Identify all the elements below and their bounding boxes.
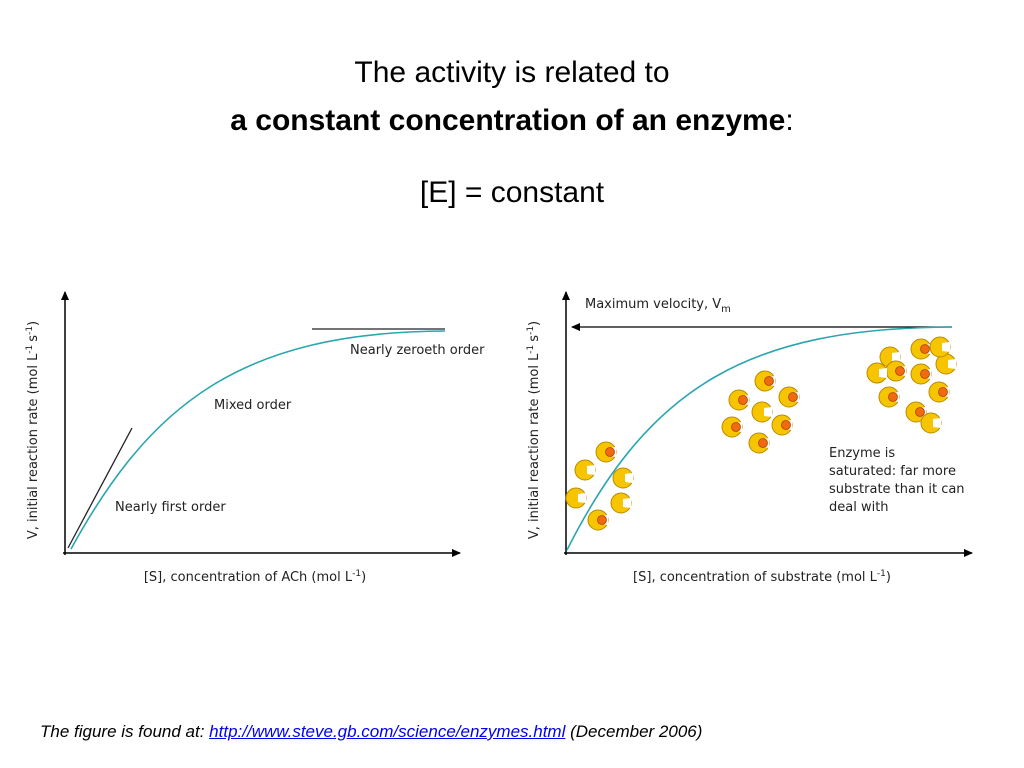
enzyme-part [933, 418, 941, 428]
equation: [E] = constant [419, 176, 605, 209]
enzyme-part [578, 493, 586, 503]
enzyme-part [920, 344, 930, 354]
enzyme-part [781, 420, 791, 430]
label-part: ) [886, 570, 891, 585]
curve [70, 330, 446, 550]
footer-link[interactable]: http://www.steve.gb.com/science/enzymes.… [209, 722, 566, 741]
label-part: ) [26, 321, 41, 326]
annotation: Nearly first order [115, 500, 226, 515]
enzyme-part [915, 407, 925, 417]
enzyme-part [597, 515, 607, 525]
note-line: deal with [829, 500, 889, 515]
enzyme-part [942, 342, 950, 352]
title-line1: The activity is related to [354, 56, 670, 89]
y-axis-label: V, initial reaction rate (mol L-1s-1) [25, 321, 41, 539]
label-part: Maximum velocity, V [585, 297, 721, 312]
title-tail: : [785, 104, 794, 137]
enzyme-part [758, 438, 768, 448]
label-sup: -1 [526, 326, 536, 335]
title-line2: a constant concentration of an enzyme: [0, 104, 1024, 138]
footer-suffix: (December 2006) [570, 722, 703, 741]
enzyme-part [938, 387, 948, 397]
enzyme-part [895, 366, 905, 376]
note-line: Enzyme is [829, 446, 895, 461]
label-part: [S], concentration of substrate (mol L [633, 570, 878, 585]
enzyme-part [788, 392, 798, 402]
x-axis-label: [S], concentration of ACh (mol L-1) [144, 569, 366, 585]
label-sup: -1 [25, 345, 35, 354]
enzyme-part [731, 422, 741, 432]
x-axis-label: [S], concentration of substrate (mol L-1… [633, 569, 891, 585]
footer: The figure is found at: http://www.steve… [40, 722, 702, 742]
note-line: saturated: far more [829, 464, 956, 479]
enzyme-part [623, 498, 631, 508]
label-part: s [527, 335, 542, 342]
label-sup: -1 [877, 569, 886, 579]
label-part: ) [361, 570, 366, 585]
tangent-line [67, 427, 133, 549]
enzyme-part [892, 352, 900, 362]
curve [566, 326, 953, 551]
annotation: Maximum velocity, Vm [585, 297, 731, 315]
enzyme-part [625, 473, 633, 483]
label-part: ) [527, 321, 542, 326]
label-sub: m [721, 304, 731, 315]
y-axis-label: V, initial reaction rate (mol L-1s-1) [526, 321, 542, 539]
enzyme-part [738, 395, 748, 405]
enzyme-part [920, 369, 930, 379]
enzyme-part [764, 376, 774, 386]
enzyme-part [587, 465, 595, 475]
annotation: Nearly zeroeth order [350, 343, 485, 358]
label-sup: -1 [25, 326, 35, 335]
label-sup: -1 [352, 569, 361, 579]
footer-prefix: The figure is found at: [40, 722, 205, 741]
label-part: V, initial reaction rate (mol L [527, 353, 542, 539]
annotation: Mixed order [214, 398, 292, 413]
enzyme-part [948, 359, 956, 369]
enzyme-part [879, 368, 887, 378]
title-bold: a constant concentration of an enzyme [230, 104, 786, 137]
note-line: substrate than it can [829, 482, 965, 497]
label-part: s [26, 335, 41, 342]
enzyme-part [605, 447, 615, 457]
enzyme-part [888, 392, 898, 402]
label-sup: -1 [526, 345, 536, 354]
enzyme-icons [565, 336, 957, 531]
label-part: V, initial reaction rate (mol L [26, 353, 41, 539]
enzyme-part [764, 407, 772, 417]
label-part: [S], concentration of ACh (mol L [144, 570, 353, 585]
